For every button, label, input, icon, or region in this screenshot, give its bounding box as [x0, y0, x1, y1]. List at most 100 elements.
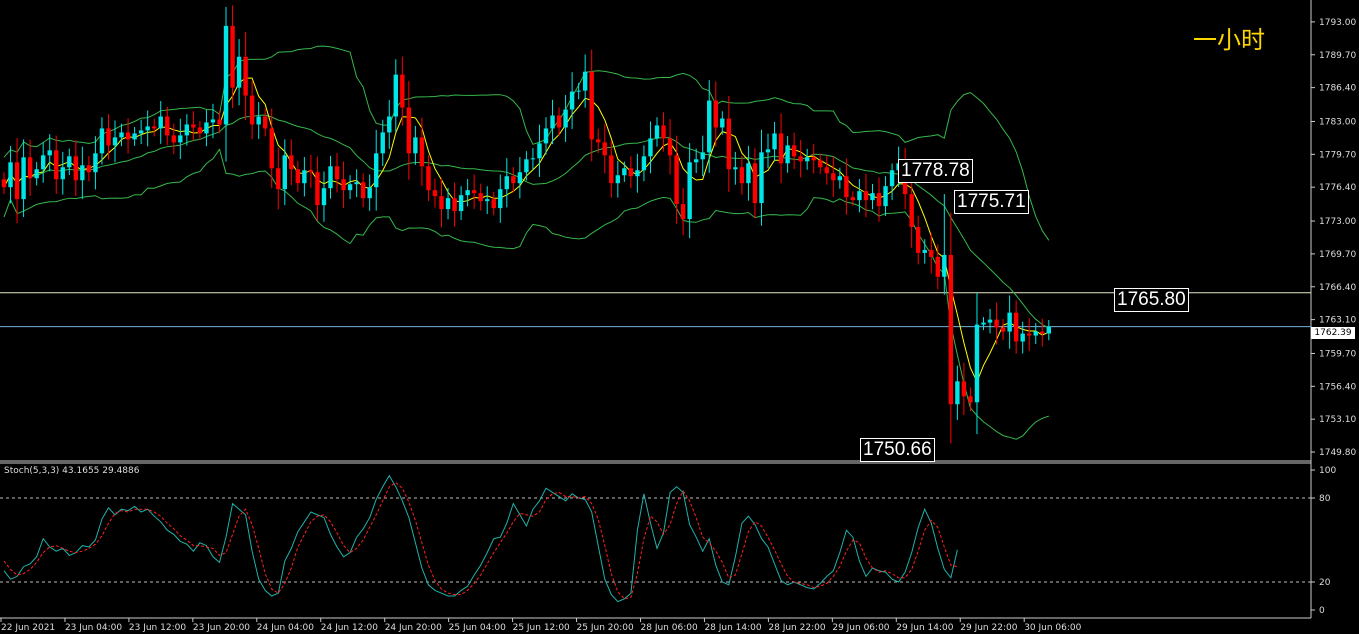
candle-body — [315, 172, 320, 206]
price-tick-label: 1749.80 — [1319, 448, 1356, 458]
candle-body — [151, 126, 157, 129]
price-tick-label: 1766.40 — [1319, 283, 1356, 293]
candle-body — [942, 254, 947, 277]
candle-body — [1027, 333, 1032, 336]
candle-body — [543, 128, 549, 144]
candle-body — [334, 166, 340, 180]
candle-body — [968, 396, 973, 403]
candlestick-series — [1, 5, 1051, 444]
time-tick-label: 24 Jun 20:00 — [385, 623, 442, 633]
candle-body — [582, 71, 588, 91]
price-tick-label: 1763.10 — [1319, 316, 1356, 326]
candle-body — [8, 162, 13, 188]
candle-body — [86, 165, 92, 173]
candle-body — [223, 25, 229, 125]
candle-body — [837, 176, 843, 181]
candle-body — [870, 193, 875, 201]
candle-body — [648, 138, 653, 157]
price-callout-high: 1778.78 — [898, 159, 973, 183]
candle-body — [236, 56, 242, 88]
candle-body — [276, 168, 281, 190]
candle-body — [628, 168, 634, 177]
stoch-tick-label: 0 — [1319, 606, 1325, 616]
candle-body — [178, 135, 183, 143]
candle-body — [367, 187, 372, 199]
candle-body — [909, 194, 914, 228]
candle-body — [511, 176, 516, 184]
candle-body — [360, 182, 366, 199]
price-tick-label: 1793.00 — [1319, 18, 1356, 28]
time-tick-label: 29 Jun 14:00 — [896, 623, 953, 633]
candle-body — [125, 132, 131, 140]
candle-body — [804, 157, 810, 162]
price-tick-label: 1759.70 — [1319, 349, 1356, 359]
candle-body — [772, 133, 777, 150]
candle-body — [850, 197, 856, 201]
time-tick-label: 28 Jun 22:00 — [768, 623, 825, 633]
price-axis: 1793.00 1789.70 1786.40 1783.00 1779.70 1776.… — [0, 0, 1356, 619]
time-tick-label: 24 Jun 04:00 — [257, 623, 314, 633]
candle-body — [347, 184, 353, 191]
candle-body — [615, 175, 621, 184]
candle-body — [204, 122, 209, 134]
candle-body — [432, 190, 438, 197]
price-tick-label: 1776.40 — [1319, 183, 1356, 193]
candle-body — [80, 165, 85, 181]
candle-body — [530, 158, 536, 160]
candle-body — [798, 156, 803, 162]
candle-body — [1020, 333, 1025, 342]
time-tick-label: 30 Jun 06:00 — [1024, 623, 1081, 633]
candle-body — [550, 115, 555, 129]
candle-body — [165, 116, 170, 136]
candle-body — [922, 249, 927, 253]
price-callout-low: 1750.66 — [860, 438, 935, 462]
candle-body — [831, 173, 836, 181]
candle-body — [713, 100, 718, 128]
price-tick-label: 1789.70 — [1319, 51, 1356, 61]
candle-body — [961, 381, 967, 397]
price-tick-label: 1769.70 — [1319, 250, 1356, 260]
stoch-tick-label: 20 — [1319, 578, 1331, 588]
band-upper — [3, 45, 1050, 241]
candle-body — [419, 137, 425, 167]
candle-body — [328, 166, 333, 189]
candle-body — [73, 156, 79, 181]
candle-body — [720, 118, 725, 128]
time-tick-label: 29 Jun 22:00 — [960, 623, 1017, 633]
time-tick-label: 25 Jun 12:00 — [513, 623, 570, 633]
candle-body — [478, 193, 483, 202]
time-tick-label: 23 Jun 04:00 — [65, 623, 122, 633]
candle-body — [785, 145, 790, 164]
candle-body — [654, 125, 660, 139]
candle-body — [21, 157, 26, 200]
candle-body — [563, 109, 568, 128]
time-tick-label: 28 Jun 06:00 — [641, 623, 698, 633]
candle-body — [609, 155, 614, 184]
candle-body — [158, 116, 163, 129]
candle-body — [929, 249, 934, 257]
candle-body — [693, 159, 699, 163]
stoch-main-line — [3, 474, 958, 603]
candle-body — [1040, 331, 1045, 334]
stoch-signal-line — [3, 481, 958, 600]
candle-body — [400, 74, 405, 108]
band-lower — [3, 148, 1049, 440]
candle-body — [556, 115, 562, 128]
candle-body — [674, 155, 679, 205]
stoch-tick-label: 100 — [1319, 466, 1336, 476]
candle-body — [1000, 327, 1006, 332]
candle-body — [1007, 312, 1012, 332]
candle-body — [191, 124, 196, 128]
indicator-label: Stoch(5,3,3) 43.1655 29.4886 — [4, 466, 140, 476]
candle-body — [700, 152, 705, 160]
candle-body — [465, 190, 470, 196]
stoch-tick-label: 80 — [1319, 494, 1331, 504]
candle-body — [269, 128, 274, 169]
candle-body — [765, 149, 771, 153]
candle-body — [210, 119, 216, 123]
candle-body — [818, 160, 823, 168]
time-tick-label: 24 Jun 12:00 — [321, 623, 378, 633]
candle-body — [994, 319, 999, 328]
candle-body — [876, 193, 882, 207]
time-axis: 22 Jun 2021 23 Jun 04:00 23 Jun 12:00 23 Ju… — [0, 618, 1082, 633]
